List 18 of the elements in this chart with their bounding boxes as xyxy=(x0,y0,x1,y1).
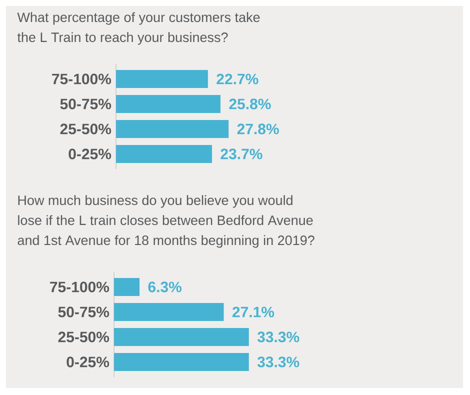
data-label: 6.3% xyxy=(148,282,182,292)
y-tick-label: 50-75% xyxy=(60,98,112,110)
data-label: 27.1% xyxy=(232,306,274,318)
y-tick-label: 75-100% xyxy=(52,74,112,84)
y-tick-label: 0-25% xyxy=(68,148,112,160)
y-tick-label: 25-50% xyxy=(58,332,110,342)
data-label: 33.3% xyxy=(257,332,300,342)
y-tick-label: 0-25% xyxy=(66,356,110,368)
y-tick-label: 50-75% xyxy=(58,306,110,318)
data-label: 25.8% xyxy=(229,98,271,110)
data-label: 23.7% xyxy=(220,148,262,160)
chart-title: What percentage of your customers take the L Train to reach your business? xyxy=(17,12,260,45)
y-tick-label: 75-100% xyxy=(50,282,110,292)
chart-title: How much business do you believe you would lose if the L train closes between Bedford Avenue and 1st Avenue for 18 months beginning in 2019? xyxy=(18,195,314,248)
y-tick-label: 25-50% xyxy=(60,124,112,134)
data-label: 22.7% xyxy=(216,74,258,84)
data-label: 33.3% xyxy=(257,356,300,368)
data-label: 27.8% xyxy=(237,124,279,134)
